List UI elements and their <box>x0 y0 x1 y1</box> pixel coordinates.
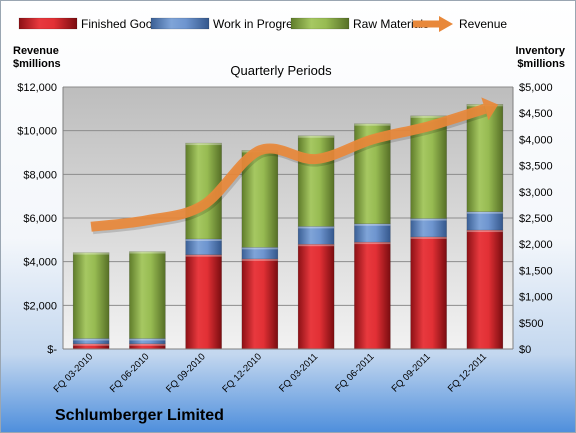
finished-goods-bar-highlight <box>129 343 166 346</box>
finished-goods-bar <box>297 243 335 350</box>
legend-label: Finished Goods <box>81 17 165 31</box>
revenue-line <box>90 97 499 235</box>
legend-label: Revenue <box>459 17 507 31</box>
right-tick-label: $0 <box>519 344 531 356</box>
raw-materials-bar <box>466 104 504 212</box>
work-in-progress-bar <box>354 223 391 243</box>
left-tick-label: $- <box>47 344 57 356</box>
left-axis-title-line2: $millions <box>13 58 61 70</box>
finished-goods-bar <box>466 229 504 350</box>
finished-goods-bar-highlight <box>466 230 503 233</box>
legend-label: Raw Materials <box>353 17 429 31</box>
left-tick-label: $4,000 <box>23 257 57 269</box>
left-axis-title: Revenue $millions <box>13 45 61 71</box>
legend: Finished Goods Work in Progress Raw Materi… <box>18 16 507 32</box>
right-tick-label: $4,500 <box>519 108 553 120</box>
work-in-progress-bar <box>185 238 222 255</box>
left-axis-title-line1: Revenue <box>13 45 59 57</box>
right-tick-label: $3,000 <box>519 187 553 199</box>
work-in-progress-bar-highlight <box>466 211 503 214</box>
work-in-progress-bar-highlight <box>185 238 222 241</box>
right-tick-label: $4,000 <box>519 134 553 146</box>
finished-goods-bar-highlight <box>241 258 278 261</box>
raw-materials-bar-highlight <box>298 135 335 138</box>
raw-materials-bar-highlight <box>129 251 166 254</box>
finished-goods-bar <box>185 254 222 350</box>
left-tick-label: $2,000 <box>23 300 57 312</box>
raw-materials-bar-highlight <box>354 123 391 126</box>
right-tick-label: $2,000 <box>519 239 553 251</box>
right-tick-label: $1,500 <box>519 265 553 277</box>
finished-goods-bar <box>241 258 279 350</box>
left-tick-label: $6,000 <box>23 213 57 225</box>
right-axis-title-line2: $millions <box>517 58 565 70</box>
revenue-arrowhead <box>481 97 499 121</box>
work-in-progress-bar <box>466 211 504 231</box>
revenue-line <box>90 104 487 232</box>
raw-materials-bar-highlight <box>185 143 222 146</box>
legend-label: Work in Progress <box>213 17 305 31</box>
right-tick-label: $2,500 <box>519 213 553 225</box>
work-in-progress-bar <box>410 218 447 238</box>
work-in-progress-bar <box>297 226 335 245</box>
finished-goods-bar-highlight <box>185 254 222 257</box>
work-in-progress-bar-highlight <box>354 223 391 226</box>
finished-goods-bar-highlight <box>298 244 335 247</box>
right-tick-label: $1,000 <box>519 292 553 304</box>
raw-materials-bar <box>129 251 166 339</box>
left-tick-label: $8,000 <box>23 169 57 181</box>
raw-materials-bar <box>72 252 110 339</box>
right-tick-label: $500 <box>519 318 543 330</box>
left-tick-label: $10,000 <box>17 126 57 138</box>
company-title: Schlumberger Limited <box>55 407 224 424</box>
left-tick-label: $12,000 <box>17 82 57 94</box>
raw-materials-bar-highlight <box>410 115 447 118</box>
finished-goods-bar <box>410 236 447 350</box>
legend-swatch-arrow <box>439 16 453 32</box>
finished-goods-bar-highlight <box>73 343 110 346</box>
work-in-progress-bar-highlight <box>241 247 278 250</box>
legend-swatch <box>290 17 350 30</box>
work-in-progress-bar-highlight <box>129 338 166 341</box>
right-tick-label: $3,500 <box>519 161 553 173</box>
finished-goods-bar-highlight <box>354 242 391 245</box>
raw-materials-bar <box>297 135 335 227</box>
raw-materials-bar <box>241 150 279 248</box>
work-in-progress-bar-highlight <box>298 226 335 229</box>
work-in-progress-bar-highlight <box>410 218 447 221</box>
right-axis-title: Inventory $millions <box>509 45 565 71</box>
finished-goods-bar-highlight <box>410 236 447 239</box>
right-axis-title-line1: Inventory <box>515 45 565 57</box>
finished-goods-bar <box>354 241 391 350</box>
legend-swatch <box>18 17 78 30</box>
work-in-progress-bar-highlight <box>73 338 110 341</box>
legend-swatch <box>150 17 210 30</box>
right-tick-label: $5,000 <box>519 82 553 94</box>
chart-title: Quarterly Periods <box>230 63 332 78</box>
raw-materials-bar-highlight <box>73 252 110 255</box>
